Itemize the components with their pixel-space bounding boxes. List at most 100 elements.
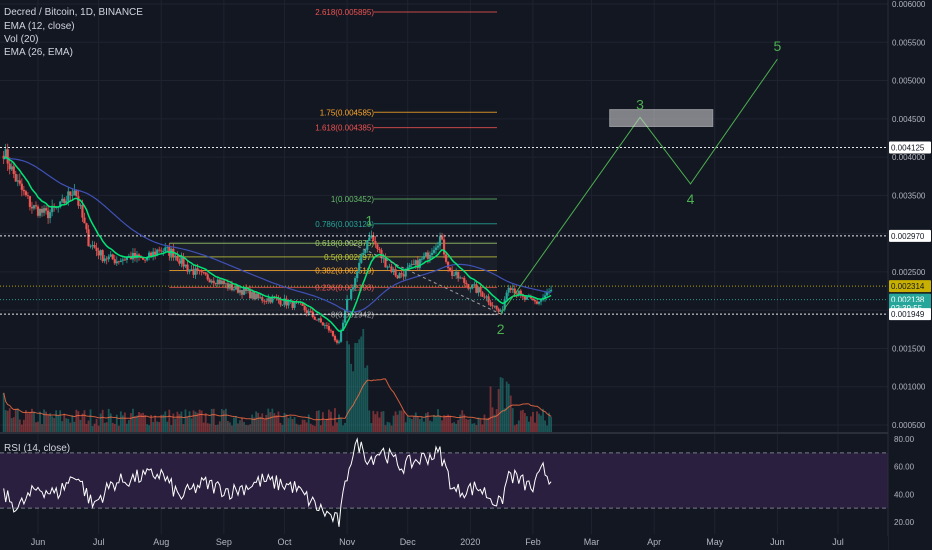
candle-body (426, 252, 429, 259)
volume-bar (435, 416, 437, 432)
candle-body (453, 275, 456, 276)
volume-bar (166, 421, 169, 432)
volume-bar (115, 414, 118, 432)
candle-body (481, 292, 484, 297)
volume-bar (67, 418, 70, 432)
volume-bar (467, 419, 470, 432)
price-tick-label: 0.005500 (892, 38, 926, 47)
ema26-legend[interactable]: EMA (26, EMA) (4, 47, 73, 58)
candle-body (95, 247, 98, 251)
volume-bar (550, 416, 553, 432)
candle-body (531, 298, 535, 301)
volume-bar (22, 419, 25, 432)
volume-bar (530, 416, 532, 432)
elliott-wave-label: 3 (636, 96, 644, 112)
volume-bar (305, 422, 308, 432)
volume-bar (249, 424, 252, 432)
candle-body (471, 284, 474, 289)
volume-bar (342, 425, 344, 432)
volume-bar (87, 420, 90, 432)
candle-body (113, 259, 116, 264)
axis-background (888, 0, 932, 550)
volume-bar (24, 410, 27, 432)
volume-bar (75, 409, 78, 432)
volume-bar (475, 425, 478, 432)
candle-body (348, 298, 351, 300)
volume-bar (356, 343, 359, 432)
candle-body (69, 191, 72, 196)
volume-bar (20, 424, 23, 432)
candle-body (263, 300, 266, 302)
candle-body (218, 279, 221, 285)
volume-bar (354, 342, 357, 432)
candle-body (388, 266, 391, 268)
volume-bar (501, 378, 504, 432)
volume-bar (233, 417, 235, 432)
volume-bar (154, 415, 157, 432)
price-tick-label: 0.001000 (892, 383, 926, 392)
candle-body (281, 304, 284, 306)
candle-body (89, 245, 92, 247)
volume-bar (469, 418, 472, 432)
candle-body (376, 244, 379, 249)
volume-bar (517, 420, 520, 432)
candle-body (83, 217, 86, 224)
price-tick-label: 0.005000 (892, 77, 926, 86)
candle-body (307, 311, 310, 314)
volume-bar (29, 412, 31, 432)
candle-body (85, 223, 88, 230)
candle-body (192, 269, 195, 275)
candle-body (259, 297, 262, 299)
candle-body (396, 275, 399, 279)
time-tick-label: Jun (770, 537, 785, 547)
candle-body (303, 305, 306, 311)
candle-body (543, 295, 547, 298)
volume-bar (146, 424, 148, 432)
volume-bar (544, 420, 546, 432)
candle-body (42, 208, 46, 213)
candle-body (485, 296, 488, 298)
candle-body (301, 302, 304, 306)
vol-legend[interactable]: Vol (20) (4, 34, 39, 45)
rsi-tick-label: 40.00 (894, 490, 915, 499)
volume-bar (388, 422, 391, 432)
volume-bar (445, 415, 447, 432)
candle-body (428, 254, 432, 259)
volume-bar (198, 409, 201, 432)
fibonacci-levels: 2.618(0.005895) 1.75(0.004585) 1.618(0.004… (169, 8, 497, 320)
fib-level-label: 1(0.003452) (331, 195, 374, 204)
volume-bar (497, 389, 500, 432)
time-tick-label: 2020 (460, 537, 480, 547)
time-tick-label: Dec (400, 537, 417, 547)
volume-bar (95, 418, 98, 432)
candle-body (455, 271, 458, 276)
candle-body (91, 245, 94, 246)
volume-bar (117, 425, 120, 432)
volume-bar (239, 420, 241, 432)
candle-body (436, 245, 440, 248)
candle-body (382, 257, 385, 259)
ema12-legend[interactable]: EMA (12, close) (4, 21, 75, 32)
candle-body (509, 287, 512, 290)
volume-bar (431, 421, 433, 432)
candle-body (63, 198, 66, 204)
volume-bar (293, 417, 296, 432)
volume-bar (53, 418, 56, 432)
volume-bar (340, 418, 342, 432)
volume-bar (10, 418, 13, 432)
candle-body (352, 287, 355, 290)
candle-body (475, 284, 478, 293)
candle-body (410, 264, 413, 266)
candle-body (28, 196, 32, 207)
candle-body (287, 301, 290, 306)
volume-bar (449, 415, 452, 432)
price-label-box (889, 141, 931, 154)
candle-body (386, 266, 389, 268)
candle-body (364, 249, 367, 253)
rsi-legend[interactable]: RSI (14, close) (4, 443, 71, 454)
volume-bar (279, 422, 282, 432)
volume-bar (251, 414, 254, 432)
volume-bar (317, 410, 320, 432)
candle-body (154, 251, 157, 255)
